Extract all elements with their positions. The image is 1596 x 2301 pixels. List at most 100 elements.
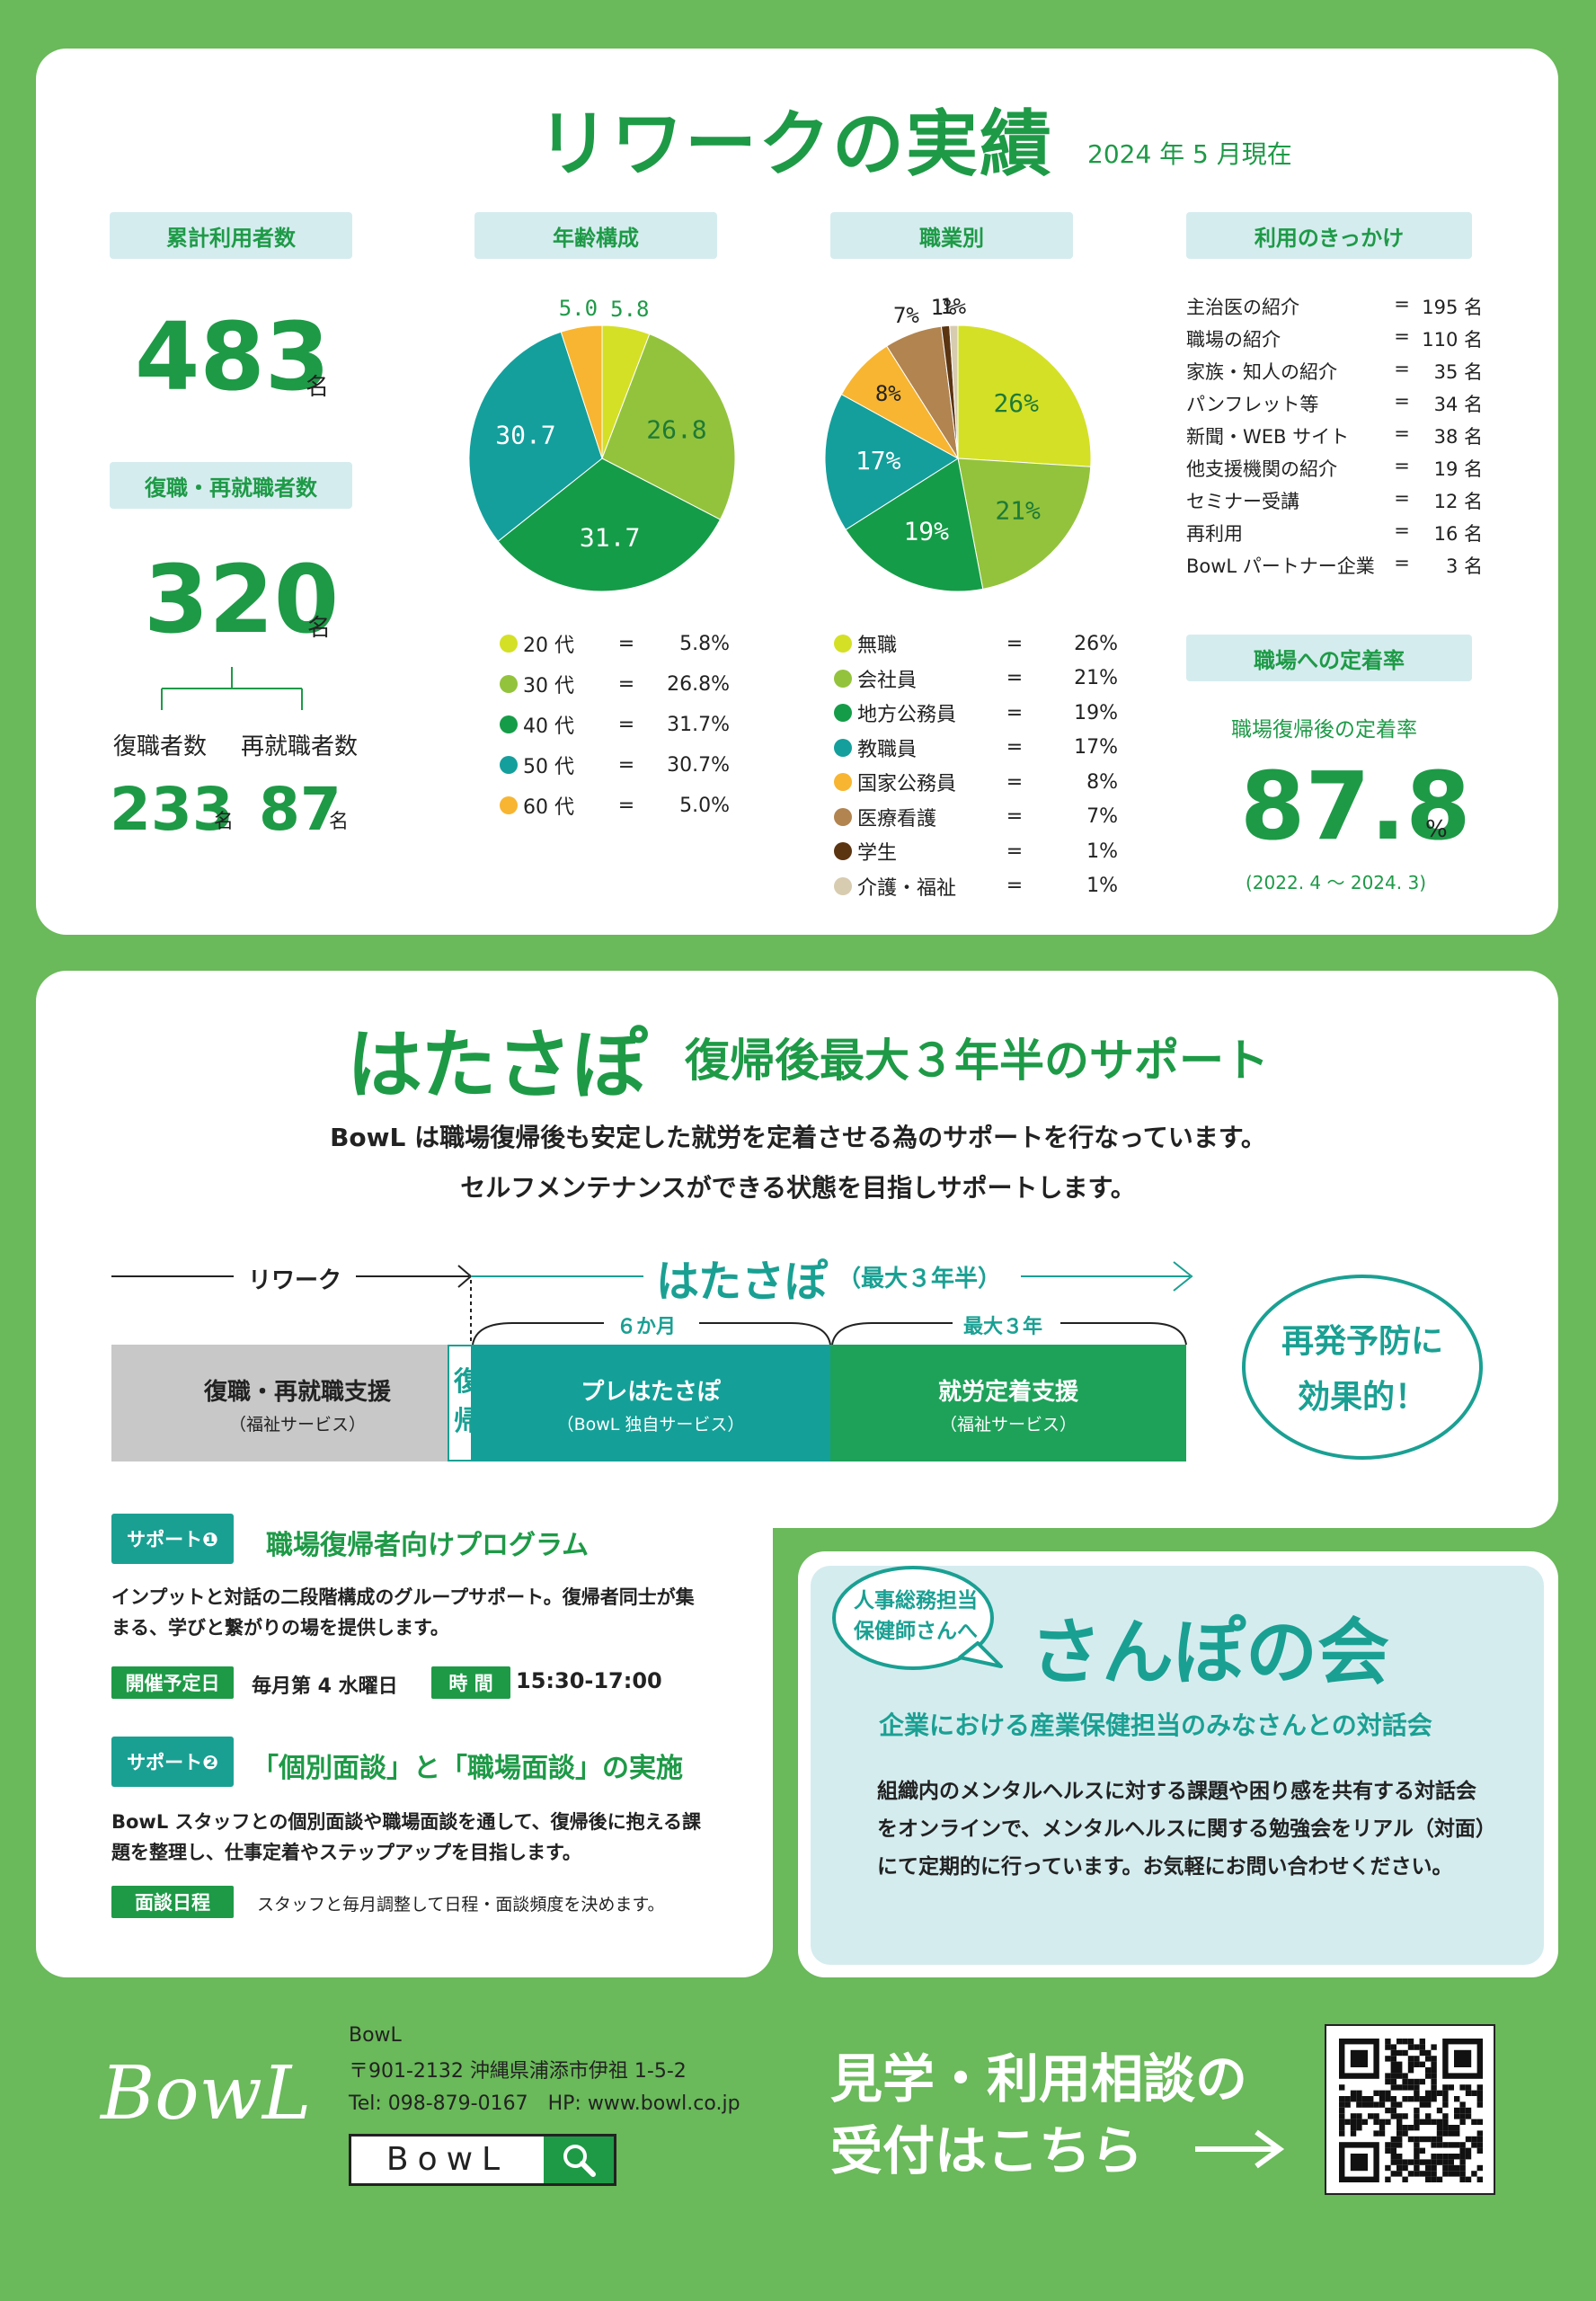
reason-label: BowL パートナー企業 xyxy=(1186,555,1375,577)
box-reinstatement xyxy=(111,1345,448,1461)
retention-value: 87.8 xyxy=(1240,751,1471,861)
effect-text: 再発予防に効果的！ xyxy=(1281,1323,1443,1416)
box3-sub: （福祉サービス） xyxy=(939,1415,1077,1435)
timeline-hatasapo-note: （最大３年半） xyxy=(838,1266,1002,1293)
reason-label: 職場の紹介 xyxy=(1186,329,1281,351)
legend-label: 医療看護 xyxy=(857,807,937,831)
support2-body: BowL スタッフとの個別面談や職場面談を通して、復帰後に抱える課題を整理し、仕… xyxy=(111,1811,702,1863)
legend-label: 20 代 xyxy=(523,635,574,657)
pie-label-4: 5.0 xyxy=(559,296,598,321)
legend-item: 30 代 = 26.8% xyxy=(500,670,730,698)
sanpo-bubble-text: 人事総務担当保健師さんへ xyxy=(854,1589,978,1643)
retention-sub: 職場復帰後の定着率 xyxy=(1231,718,1417,742)
legend-swatch xyxy=(500,635,518,653)
reason-item: セミナー受講 = 12 名 xyxy=(1186,487,1483,514)
legend-item: 50 代 = 30.7% xyxy=(500,751,730,779)
legend-swatch xyxy=(834,773,852,791)
legend-label: 介護・福祉 xyxy=(857,876,957,900)
reason-label: 家族・知人の紹介 xyxy=(1186,361,1337,383)
reason-eq: = xyxy=(1394,487,1410,509)
legend-swatch xyxy=(500,796,518,814)
box2-sub: （BowL 独自サービス） xyxy=(556,1415,745,1435)
support2-sched-tag: 面談日程 xyxy=(111,1886,234,1918)
reason-value: 195 名 xyxy=(1422,297,1483,318)
legend-value: 7% xyxy=(1086,805,1118,828)
reason-label: セミナー受講 xyxy=(1186,491,1299,512)
reason-eq: = xyxy=(1394,358,1410,379)
return-unit: 名 xyxy=(307,615,332,642)
hatasapo-title: はたさぽ xyxy=(347,1021,648,1109)
pie-slice-3 xyxy=(468,331,603,542)
box1-title: 復職・再就職支援 xyxy=(203,1379,391,1406)
search-icon[interactable] xyxy=(544,2137,614,2183)
legend-value: 21% xyxy=(1074,667,1118,689)
reason-value: 38 名 xyxy=(1433,426,1483,448)
legend-swatch xyxy=(500,715,518,733)
footer-company: BowL xyxy=(349,2024,402,2047)
pie-label-0: 5.8 xyxy=(610,297,649,322)
footer-cta1[interactable]: 見学・利用相談の xyxy=(830,2048,1248,2110)
pie-label-1: 21% xyxy=(995,496,1041,526)
footer-address: 〒901-2132 沖縄県浦添市伊祖 1-5-2 xyxy=(349,2060,687,2083)
footer-search-box[interactable]: BowL xyxy=(349,2134,616,2186)
sanpo-bubble xyxy=(832,1566,1003,1670)
support2-title: 「個別面談」と「職場面談」の実施 xyxy=(252,1753,683,1784)
reason-eq: = xyxy=(1394,455,1410,476)
occupation-pie-chart: 26% 21% 19% 17% 8% 7% 1%1% xyxy=(824,294,1092,592)
reason-value: 34 名 xyxy=(1433,394,1483,415)
legend-eq: = xyxy=(1006,701,1024,724)
qr-code-icon[interactable] xyxy=(1325,2024,1495,2195)
legend-eq: = xyxy=(1006,736,1024,759)
timeline-arrows xyxy=(111,1261,1193,1346)
return-bracket xyxy=(161,667,303,710)
legend-value: 8% xyxy=(1086,770,1118,794)
legend-swatch xyxy=(500,675,518,693)
reason-item: 他支援機関の紹介 = 19 名 xyxy=(1186,455,1483,482)
timeline-6months: ６か月 xyxy=(616,1316,677,1338)
legend-eq: = xyxy=(617,753,635,777)
reason-eq: = xyxy=(1394,325,1410,347)
chip-reasons: 利用のきっかけ xyxy=(1186,212,1472,259)
reason-eq: = xyxy=(1394,520,1410,541)
legend-label: 国家公務員 xyxy=(857,773,957,795)
reason-eq: = xyxy=(1394,422,1410,444)
footer-logo: BowL xyxy=(101,2051,312,2137)
box-employment-support xyxy=(830,1345,1186,1461)
legend-value: 19% xyxy=(1074,701,1118,724)
legend-swatch xyxy=(834,807,852,826)
box3-title: 就労定着支援 xyxy=(937,1379,1078,1406)
cumulative-unit: 名 xyxy=(306,374,330,401)
reason-value: 110 名 xyxy=(1422,329,1483,351)
legend-label: 30 代 xyxy=(523,675,574,697)
pie-label-6: 1% xyxy=(931,295,957,320)
reason-label: 主治医の紹介 xyxy=(1186,297,1299,318)
legend-item: 教職員 = 17% xyxy=(834,733,1118,762)
chip-return: 復職・再就職者数 xyxy=(110,462,352,509)
legend-value: 17% xyxy=(1074,736,1118,759)
support1-tag: サポート❶ xyxy=(111,1514,234,1564)
footer-cta2[interactable]: 受付はこちら xyxy=(830,2120,1144,2181)
reason-value: 19 名 xyxy=(1433,458,1483,480)
legend-eq: = xyxy=(1006,667,1024,689)
legend-value: 26% xyxy=(1074,632,1118,655)
cumulative-value: 483 xyxy=(135,302,331,412)
pie-slice-4 xyxy=(560,324,603,459)
retention-unit: % xyxy=(1425,816,1448,843)
footer-tel: Tel: 098-879-0167 HP: www.bowl.co.jp xyxy=(349,2092,740,2115)
retention-period: (2022. 4 ～ 2024. 3) xyxy=(1246,872,1426,893)
sub2-label: 再就職者数 xyxy=(241,733,359,760)
legend-item: 無職 = 26% xyxy=(834,629,1118,658)
reason-item: 新聞・WEB サイト = 38 名 xyxy=(1186,422,1483,449)
legend-item: 会社員 = 21% xyxy=(834,664,1118,693)
legend-swatch xyxy=(500,756,518,774)
legend-value: 26.8% xyxy=(667,672,730,696)
pie-label-5: 7% xyxy=(893,303,919,328)
legend-item: 40 代 = 31.7% xyxy=(500,710,730,739)
reason-item: 主治医の紹介 = 195 名 xyxy=(1186,293,1483,320)
pie-label-1: 26.8 xyxy=(646,414,706,444)
reason-label: 他支援機関の紹介 xyxy=(1186,458,1337,480)
hatasapo-lead2: セルフメンテナンスができる状態を目指しサポートします。 xyxy=(460,1173,1136,1203)
pie-label-2: 19% xyxy=(903,516,949,546)
legend-swatch xyxy=(834,876,852,895)
effect-circle xyxy=(1242,1275,1483,1460)
